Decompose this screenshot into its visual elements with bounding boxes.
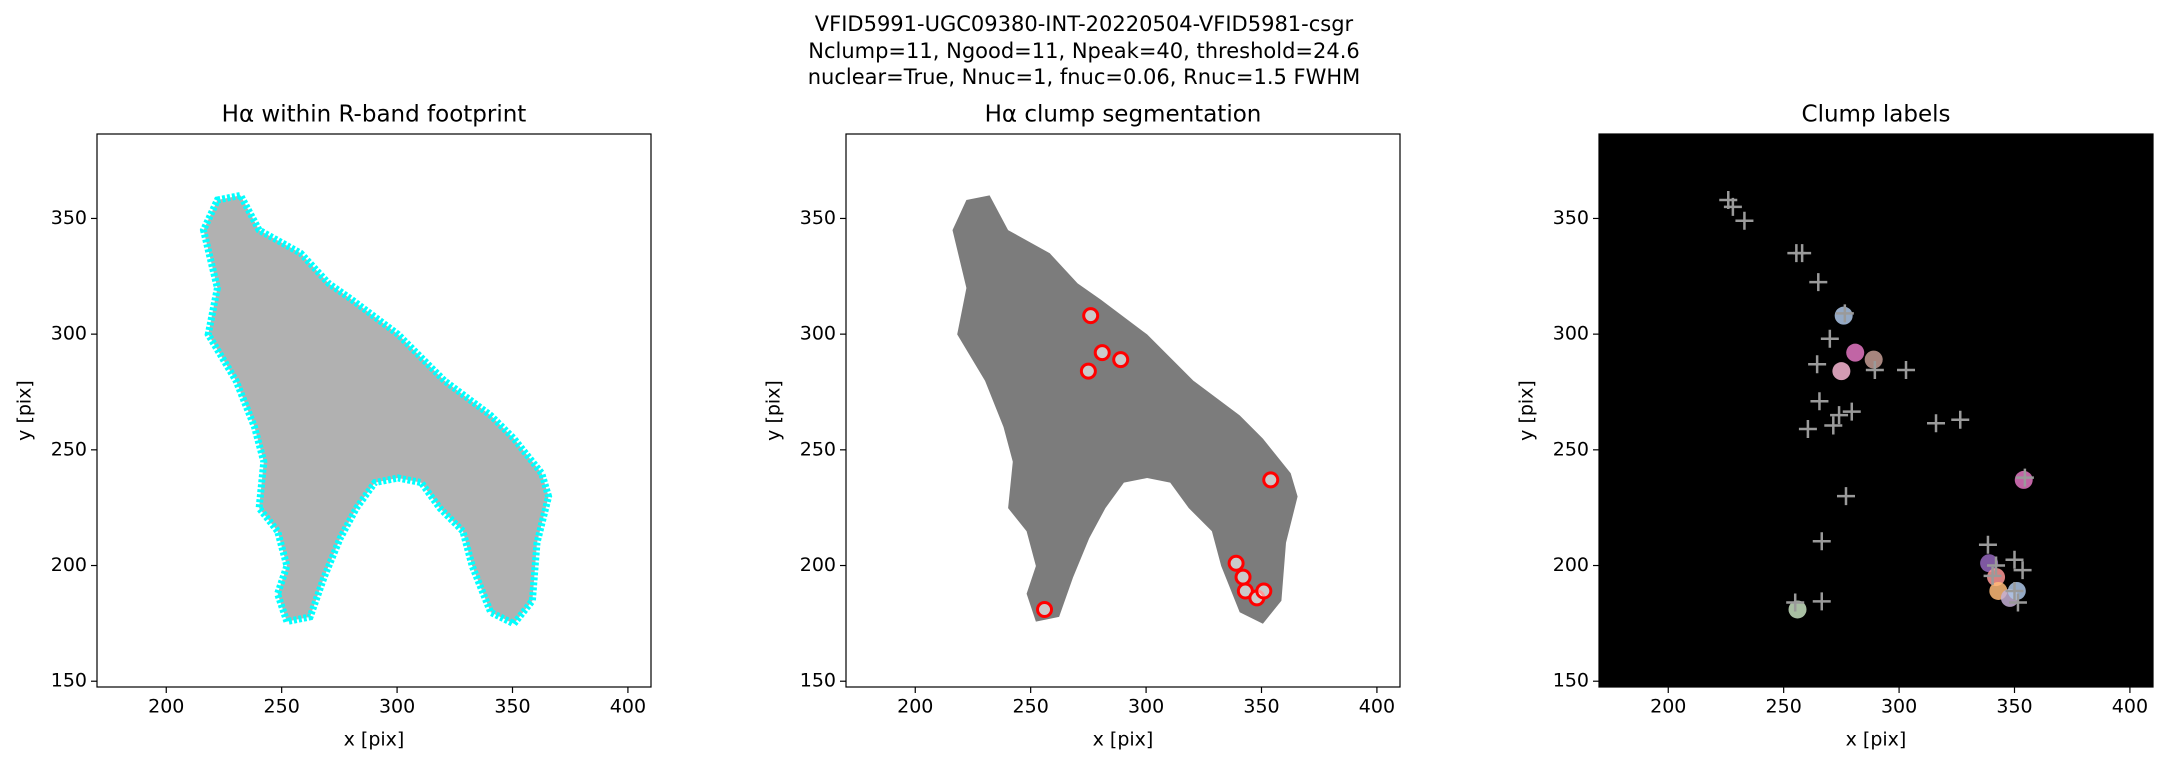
peak-marker xyxy=(2005,550,2024,569)
panel xyxy=(846,134,1400,687)
peak-marker xyxy=(1812,532,1831,551)
y-tick-label: 350 xyxy=(800,207,836,229)
y-tick-label: 150 xyxy=(800,670,836,692)
peak-marker xyxy=(1897,361,1916,380)
x-tick-label: 300 xyxy=(1128,696,1164,718)
peak-marker xyxy=(1983,566,2002,585)
clump-marker xyxy=(1036,600,1054,618)
peak-marker xyxy=(2008,593,2027,612)
panel-title: Hα within R-band footprint xyxy=(222,102,527,128)
x-tick-label: 300 xyxy=(379,696,415,718)
y-tick-label: 350 xyxy=(51,207,87,229)
clump-label xyxy=(1832,362,1851,381)
x-tick-label: 350 xyxy=(1996,696,2032,718)
peak-marker xyxy=(1723,197,1742,216)
clump-marker xyxy=(1093,344,1111,362)
y-tick-label: 300 xyxy=(800,323,836,345)
suptitle: VFID5991-UGC09380-INT-20220504-VFID5981-… xyxy=(815,12,1354,36)
clump-label xyxy=(1846,343,1865,362)
x-tick-label: 250 xyxy=(1766,696,1802,718)
peak-marker xyxy=(1927,414,1946,433)
x-tick-label: 400 xyxy=(2112,696,2148,718)
clump-marker xyxy=(1234,568,1252,586)
y-axis-label: y [pix] xyxy=(1516,380,1538,441)
peak-marker xyxy=(1808,355,1827,374)
y-tick-label: 300 xyxy=(1553,323,1589,345)
y-tick-label: 250 xyxy=(1553,438,1589,460)
x-tick-label: 350 xyxy=(1243,696,1279,718)
panel xyxy=(1599,134,2153,687)
axes-frame xyxy=(845,133,1401,688)
peak-marker xyxy=(1735,211,1754,230)
peak-marker xyxy=(1865,361,1884,380)
peak-marker xyxy=(2005,581,2024,600)
y-tick-label: 150 xyxy=(51,670,87,692)
y-tick-label: 250 xyxy=(51,438,87,460)
y-tick-label: 200 xyxy=(1553,554,1589,576)
y-tick-label: 150 xyxy=(1553,670,1589,692)
x-tick-label: 200 xyxy=(148,696,184,718)
axes-frame xyxy=(96,133,652,688)
panel-title: Clump labels xyxy=(1802,102,1951,128)
x-axis-label: x [pix] xyxy=(1093,729,1154,751)
peak-marker xyxy=(1987,556,2006,575)
peak-marker xyxy=(1978,535,1997,554)
clump-marker xyxy=(1079,362,1097,380)
x-tick-label: 200 xyxy=(1650,696,1686,718)
peak-marker xyxy=(1836,487,1855,506)
x-axis-label: x [pix] xyxy=(1846,729,1907,751)
y-tick-label: 250 xyxy=(800,438,836,460)
peak-marker xyxy=(1793,244,1812,263)
x-tick-label: 250 xyxy=(1013,696,1049,718)
peak-marker xyxy=(1810,392,1829,411)
suptitle: Nclump=11, Ngood=11, Npeak=40, threshold… xyxy=(808,39,1360,63)
y-axis-label: y [pix] xyxy=(763,380,785,441)
peak-marker xyxy=(1809,273,1828,292)
clump-marker xyxy=(1082,307,1100,325)
clump-marker xyxy=(1255,582,1273,600)
x-tick-label: 300 xyxy=(1881,696,1917,718)
peak-marker xyxy=(2015,468,2034,487)
peak-marker xyxy=(1830,406,1849,425)
clump-label xyxy=(1788,600,1807,619)
x-tick-label: 400 xyxy=(610,696,646,718)
x-tick-label: 350 xyxy=(494,696,530,718)
panel-title: Hα clump segmentation xyxy=(985,102,1262,128)
peak-marker xyxy=(1824,416,1843,435)
peak-marker xyxy=(1820,329,1839,348)
y-tick-label: 300 xyxy=(51,323,87,345)
peak-marker xyxy=(1786,593,1805,612)
x-tick-label: 200 xyxy=(897,696,933,718)
x-axis-label: x [pix] xyxy=(344,729,405,751)
clump-label xyxy=(1864,350,1883,369)
clump-marker xyxy=(1227,554,1245,572)
peak-marker xyxy=(1951,410,1970,429)
x-tick-label: 250 xyxy=(264,696,300,718)
clump-marker xyxy=(1112,351,1130,369)
axes-frame xyxy=(1598,133,2154,688)
clump-marker xyxy=(1262,471,1280,489)
y-tick-label: 200 xyxy=(800,554,836,576)
panel xyxy=(97,134,651,687)
panel-background xyxy=(1599,134,2153,687)
y-tick-label: 200 xyxy=(51,554,87,576)
x-tick-label: 400 xyxy=(1359,696,1395,718)
peak-marker xyxy=(1812,592,1831,611)
peak-marker xyxy=(1835,304,1854,323)
y-axis-label: y [pix] xyxy=(14,380,36,441)
peak-marker xyxy=(1798,420,1817,439)
y-tick-label: 350 xyxy=(1553,207,1589,229)
suptitle: nuclear=True, Nnuc=1, fnuc=0.06, Rnuc=1.… xyxy=(808,65,1361,89)
peak-marker xyxy=(1842,402,1861,421)
peak-marker xyxy=(2013,561,2032,580)
